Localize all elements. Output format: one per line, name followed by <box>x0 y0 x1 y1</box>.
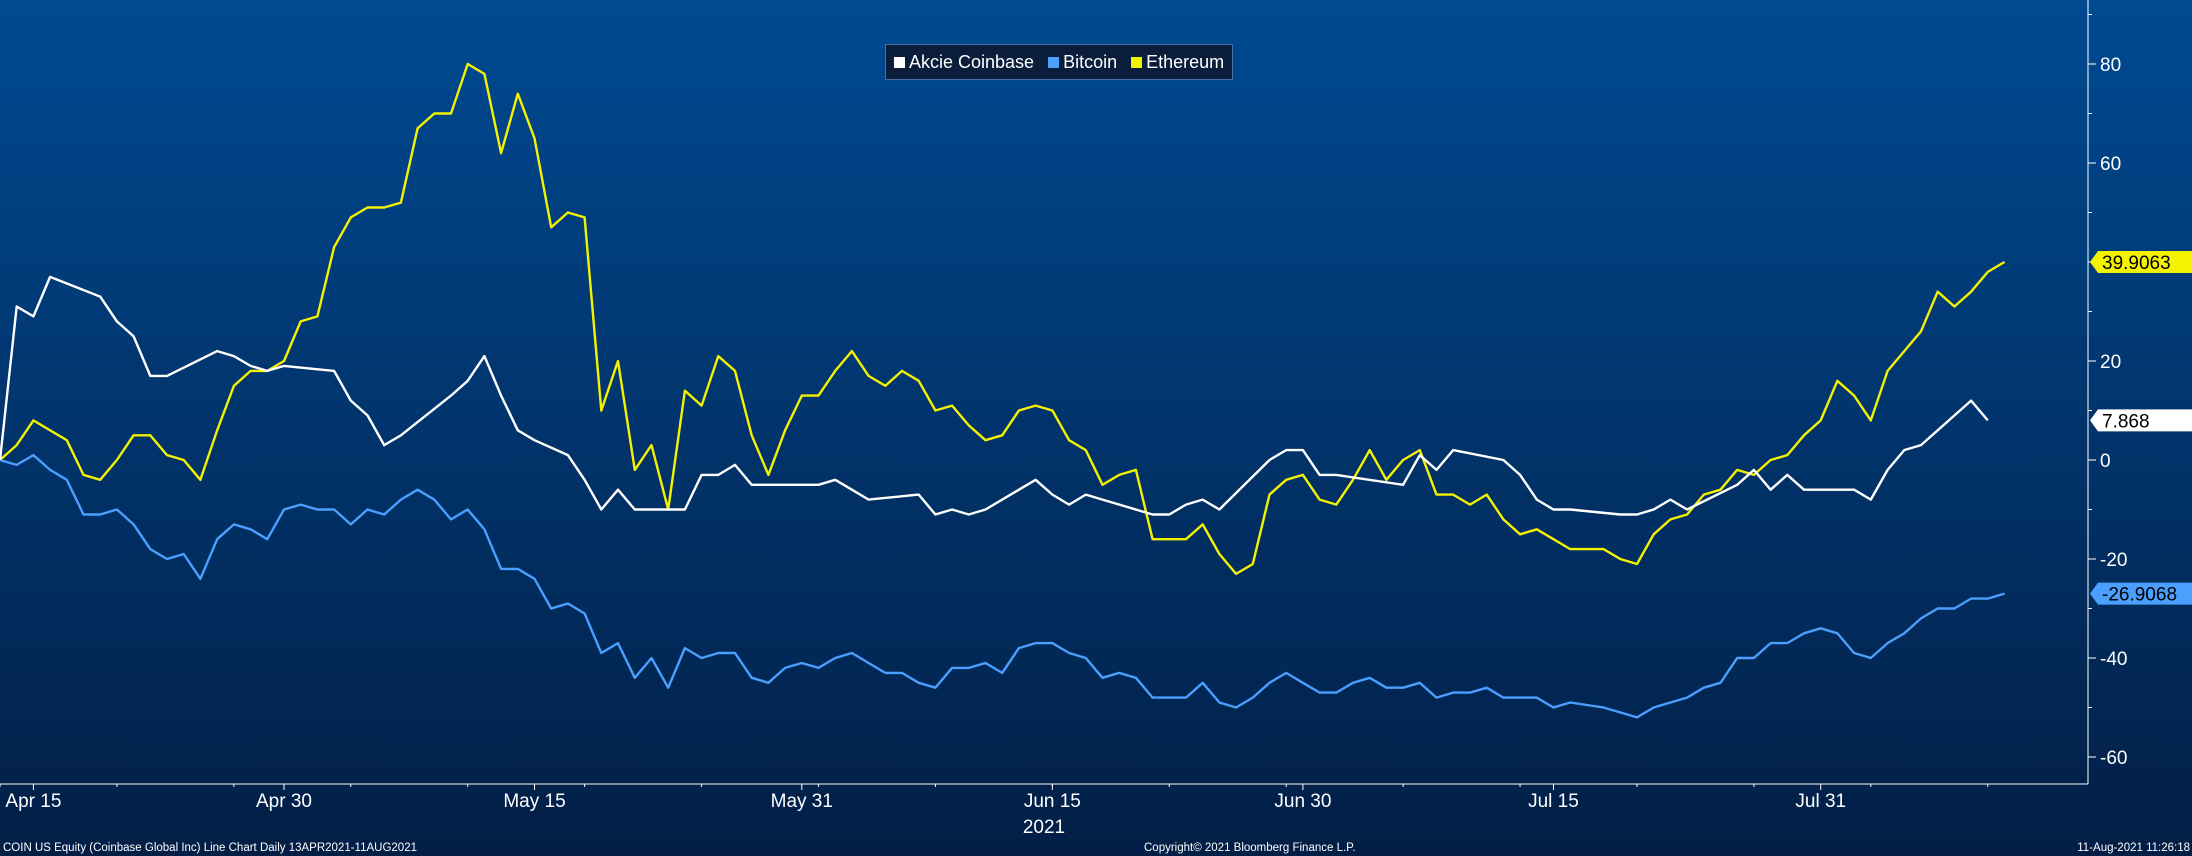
x-axis-year-label: 2021 <box>1023 817 1065 838</box>
legend-item-bitcoin: Bitcoin <box>1048 52 1117 73</box>
x-tick-label: May 15 <box>503 791 565 812</box>
legend-swatch-bitcoin <box>1048 56 1060 68</box>
last-value-flag-bitcoin <box>2090 582 2192 605</box>
legend-swatch-ethereum <box>1131 56 1143 68</box>
last-value-flag-akcie-coinbase <box>2090 409 2192 432</box>
y-tick-label: -40 <box>2100 649 2127 670</box>
x-tick-label: Apr 15 <box>5 791 61 812</box>
footer-source: COIN US Equity (Coinbase Global Inc) Lin… <box>3 842 417 854</box>
y-tick-label: 60 <box>2100 154 2121 175</box>
last-value-text-bitcoin: -26.9068 <box>2102 585 2177 606</box>
series-lines <box>0 62 2006 719</box>
series-line-bitcoin <box>0 453 2005 719</box>
y-tick-label: 80 <box>2100 55 2121 76</box>
x-tick-label: Jul 31 <box>1795 791 1846 812</box>
y-tick-label: 0 <box>2100 451 2111 472</box>
legend-label-bitcoin: Bitcoin <box>1063 51 1118 72</box>
legend-label-coinbase: Akcie Coinbase <box>909 51 1035 72</box>
last-value-text-ethereum: 39.9063 <box>2102 253 2171 274</box>
x-tick-label: May 31 <box>771 791 833 812</box>
series-line-akcie-coinbase <box>0 275 1989 516</box>
y-tick-label: -60 <box>2100 748 2127 769</box>
legend: Akcie Coinbase Bitcoin Ethereum <box>885 44 1234 80</box>
footer-timestamp: 11-Aug-2021 11:26:18 <box>2077 842 2190 854</box>
x-tick-label: Jul 15 <box>1528 791 1579 812</box>
x-tick-label: Jun 15 <box>1024 791 1081 812</box>
legend-swatch-coinbase <box>894 56 905 68</box>
footer-copyright: Copyright© 2021 Bloomberg Finance L.P. <box>1144 842 1356 854</box>
legend-item-coinbase: Akcie Coinbase <box>894 52 1034 73</box>
last-value-text-akcie-coinbase: 7.868 <box>2102 411 2150 432</box>
last-value-flag-ethereum <box>2090 251 2192 273</box>
series-line-ethereum <box>0 62 2006 576</box>
y-tick-label: -20 <box>2100 550 2127 571</box>
legend-label-ethereum: Ethereum <box>1146 51 1225 72</box>
x-tick-label: Jun 30 <box>1274 791 1331 812</box>
legend-item-ethereum: Ethereum <box>1131 52 1224 73</box>
y-tick-label: 20 <box>2100 352 2121 373</box>
x-tick-label: Apr 30 <box>256 791 312 812</box>
last-value-labels: 7.868 -26.9068 39.9063 <box>2090 251 2192 606</box>
